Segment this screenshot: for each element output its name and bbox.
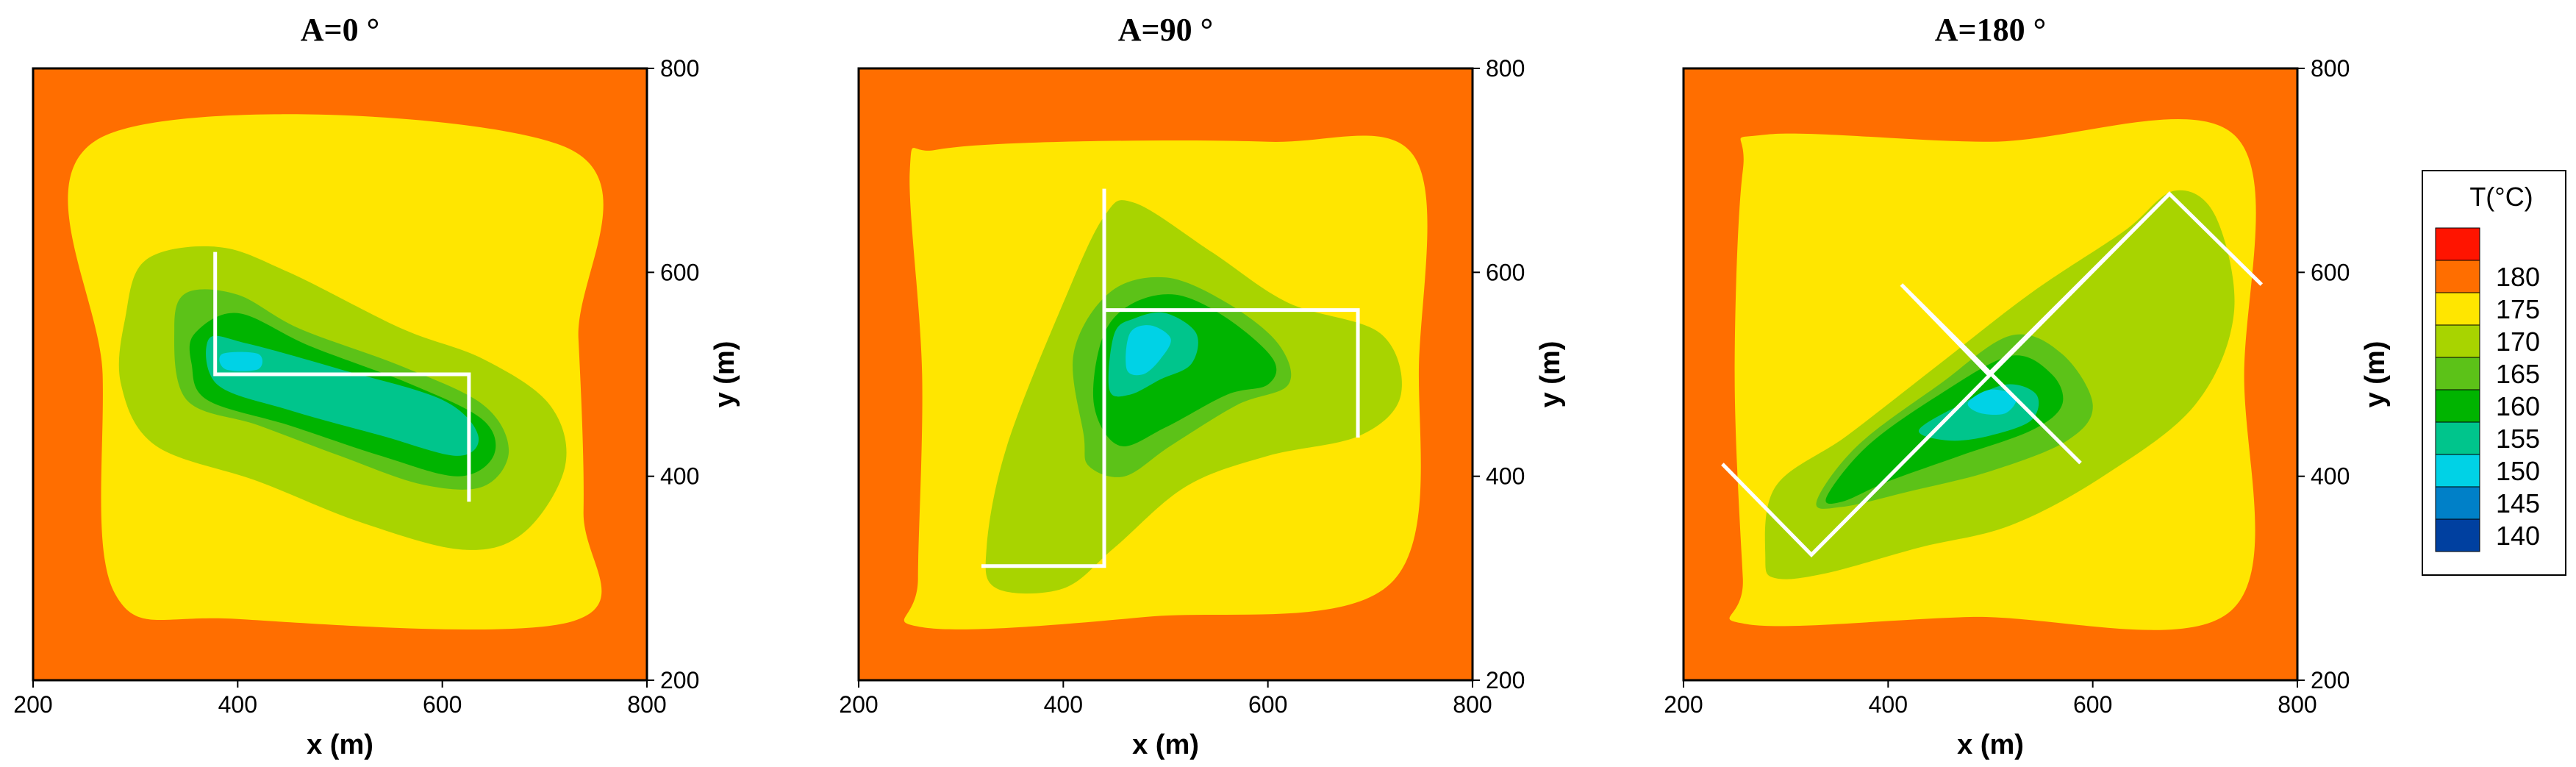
legend-swatch xyxy=(2435,518,2480,552)
x-tick-label: 400 xyxy=(1044,691,1083,718)
legend-label: 155 xyxy=(2496,424,2540,454)
plot-area xyxy=(33,68,647,680)
plot-frame xyxy=(32,67,648,682)
x-tick-label: 600 xyxy=(423,691,462,718)
legend-label: 175 xyxy=(2496,294,2540,324)
contour-145-150 xyxy=(1126,325,1171,376)
y-tick-label: 400 xyxy=(1486,463,1525,490)
legend-swatch xyxy=(2435,324,2480,358)
well-trajectory xyxy=(981,188,1360,568)
x-axis-label: x (m) xyxy=(307,729,373,760)
plot-frame xyxy=(857,67,1474,682)
legend-swatch xyxy=(2435,389,2480,423)
legend-label: 160 xyxy=(2496,391,2540,421)
legend-swatch xyxy=(2435,421,2480,455)
legend-swatch xyxy=(2435,357,2480,390)
plot-area xyxy=(859,68,1473,680)
contour-150-155 xyxy=(206,335,479,456)
x-axis-label: x (m) xyxy=(1132,729,1199,760)
legend-label: 165 xyxy=(2496,359,2540,389)
contour-145-150 xyxy=(219,352,263,371)
y-tick-label: 400 xyxy=(2311,463,2350,490)
x-tick-label: 800 xyxy=(627,691,666,718)
y-axis-label: y (m) xyxy=(2360,341,2391,408)
x-tick-label: 800 xyxy=(2278,691,2316,718)
legend-swatch xyxy=(2435,260,2480,293)
legend-swatch xyxy=(2435,486,2480,520)
legend-swatch xyxy=(2435,454,2480,488)
x-tick-label: 400 xyxy=(1869,691,1908,718)
well-trajectory xyxy=(213,251,471,502)
x-axis-label: x (m) xyxy=(1957,729,2024,760)
y-tick-label: 200 xyxy=(2311,667,2350,693)
y-tick-label: 400 xyxy=(660,463,699,490)
y-axis-label: y (m) xyxy=(709,341,740,408)
panel-title: A=180 ° xyxy=(1935,12,2046,48)
y-tick-label: 600 xyxy=(2311,259,2350,285)
x-tick-label: 200 xyxy=(839,691,878,718)
legend-label: 145 xyxy=(2496,488,2540,518)
x-tick-label: 200 xyxy=(13,691,52,718)
plot-frame xyxy=(1682,67,2299,682)
x-tick-label: 800 xyxy=(1453,691,1492,718)
plot-area xyxy=(1684,68,2297,680)
panel-title: A=90 ° xyxy=(1118,12,1213,48)
y-axis-label: y (m) xyxy=(1535,341,1566,408)
x-tick-label: 600 xyxy=(1248,691,1287,718)
y-tick-label: 200 xyxy=(1486,667,1525,693)
panel-title: A=0 ° xyxy=(301,12,379,48)
y-tick-label: 200 xyxy=(660,667,699,693)
legend-label: 150 xyxy=(2496,456,2540,486)
legend-label: 180 xyxy=(2496,262,2540,292)
legend-title: T(°C) xyxy=(2469,182,2533,212)
legend-swatch xyxy=(2435,292,2480,326)
x-tick-label: 400 xyxy=(218,691,257,718)
well-trajectory xyxy=(1721,191,2264,557)
contour-145-150 xyxy=(1967,389,2017,415)
y-tick-label: 600 xyxy=(660,259,699,285)
y-tick-label: 800 xyxy=(1486,55,1525,82)
x-tick-label: 200 xyxy=(1664,691,1703,718)
y-tick-label: 600 xyxy=(1486,259,1525,285)
x-tick-label: 600 xyxy=(2073,691,2112,718)
legend-label: 140 xyxy=(2496,521,2540,551)
legend-swatch xyxy=(2435,227,2480,261)
y-tick-label: 800 xyxy=(660,55,699,82)
y-tick-label: 800 xyxy=(2311,55,2350,82)
legend-label: 170 xyxy=(2496,327,2540,357)
